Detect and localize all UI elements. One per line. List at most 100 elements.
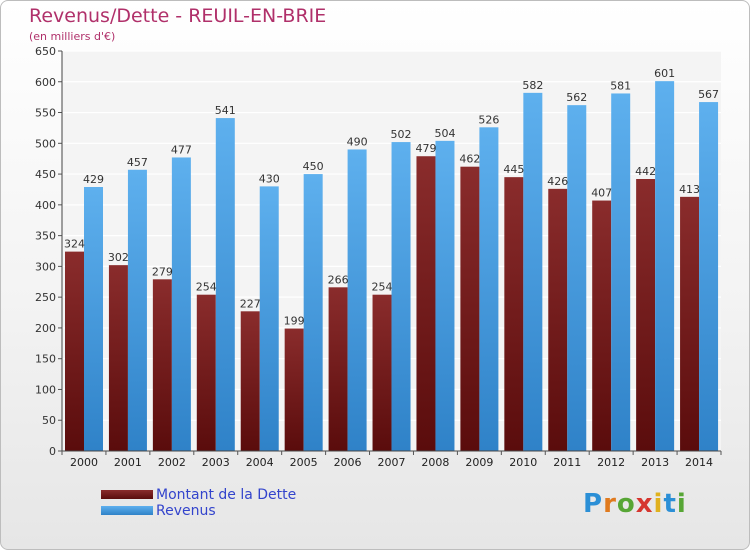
y-tick-label: 600 bbox=[35, 76, 56, 89]
chart-subtitle: (en milliers d'€) bbox=[29, 30, 116, 43]
data-label-revenus: 541 bbox=[215, 104, 236, 117]
bar-dette bbox=[592, 200, 612, 451]
y-tick-label: 350 bbox=[35, 230, 56, 243]
data-label-dette: 254 bbox=[372, 281, 393, 294]
y-tick-label: 550 bbox=[35, 107, 56, 120]
axes: 0 50 100 150 200 250 300 350 400 450 500 550 600 650 2… bbox=[35, 45, 722, 469]
y-tick-label: 250 bbox=[35, 291, 56, 304]
data-label-dette: 479 bbox=[415, 142, 436, 155]
y-tick-label: 500 bbox=[35, 137, 56, 150]
bar-dette bbox=[548, 188, 568, 451]
bar-revenus bbox=[171, 157, 191, 451]
y-tick-label: 400 bbox=[35, 199, 56, 212]
bar-dette bbox=[504, 177, 524, 451]
data-label-revenus: 502 bbox=[391, 128, 412, 141]
data-label-revenus: 567 bbox=[698, 88, 719, 101]
data-label-dette: 445 bbox=[503, 163, 524, 176]
y-tick-label: 0 bbox=[49, 445, 56, 458]
bar-dette bbox=[65, 251, 84, 451]
x-tick-label: 2013 bbox=[641, 456, 669, 469]
data-label-dette: 413 bbox=[679, 183, 700, 196]
bar-dette bbox=[152, 279, 172, 451]
data-label-dette: 227 bbox=[240, 297, 261, 310]
bar-revenus bbox=[435, 140, 455, 451]
y-tick-label: 300 bbox=[35, 260, 56, 273]
bar-dette bbox=[680, 196, 700, 451]
legend-label-dette: Montant de la Dette bbox=[156, 487, 297, 503]
data-label-revenus: 457 bbox=[127, 156, 148, 169]
x-tick-label: 2000 bbox=[70, 456, 98, 469]
data-label-revenus: 504 bbox=[434, 127, 455, 140]
y-tick-label: 650 bbox=[35, 45, 56, 58]
bar-revenus bbox=[347, 149, 367, 451]
data-label-dette: 442 bbox=[635, 165, 656, 178]
x-tick-label: 2005 bbox=[290, 456, 318, 469]
data-label-dette: 254 bbox=[196, 281, 217, 294]
x-tick-label: 2008 bbox=[421, 456, 449, 469]
bar-revenus bbox=[523, 92, 543, 451]
data-label-revenus: 430 bbox=[259, 172, 280, 185]
y-tick-label: 200 bbox=[35, 322, 56, 335]
bar-dette bbox=[240, 311, 260, 451]
data-label-dette: 279 bbox=[152, 265, 173, 278]
x-tick-label: 2007 bbox=[378, 456, 406, 469]
bar-dette bbox=[196, 294, 216, 451]
data-label-dette: 199 bbox=[284, 315, 305, 328]
x-tick-label: 2010 bbox=[509, 456, 537, 469]
y-tick-label: 50 bbox=[42, 414, 56, 427]
data-label-revenus: 490 bbox=[347, 135, 368, 148]
bar-dette bbox=[460, 166, 480, 451]
x-tick-label: 2001 bbox=[114, 456, 142, 469]
data-labels: 324 429 302 457 279 477 254 541 227 430 199 450 266 4… bbox=[64, 67, 719, 327]
data-label-dette: 407 bbox=[591, 187, 612, 200]
y-tick-label: 100 bbox=[35, 383, 56, 396]
x-tick-label: 2002 bbox=[158, 456, 186, 469]
x-tick-label: 2014 bbox=[685, 456, 713, 469]
chart-title: Revenus/Dette - REUIL-EN-BRIE bbox=[29, 5, 327, 27]
data-label-revenus: 582 bbox=[522, 79, 543, 92]
data-label-revenus: 450 bbox=[303, 160, 324, 173]
bar-revenus bbox=[699, 102, 719, 452]
legend-swatch-dette bbox=[101, 490, 153, 499]
bar-revenus bbox=[303, 174, 323, 452]
data-label-revenus: 477 bbox=[171, 143, 192, 156]
proxiti-logo: Proxiti bbox=[583, 489, 687, 519]
bar-revenus bbox=[84, 187, 103, 451]
x-tick-label: 2009 bbox=[465, 456, 493, 469]
bar-revenus bbox=[215, 118, 235, 452]
bar-dette bbox=[284, 328, 304, 451]
x-tick-label: 2004 bbox=[246, 456, 274, 469]
data-label-revenus: 562 bbox=[566, 91, 587, 104]
bar-revenus bbox=[127, 169, 147, 451]
data-label-revenus: 581 bbox=[610, 79, 631, 92]
bar-dette bbox=[372, 294, 392, 451]
data-label-revenus: 526 bbox=[478, 113, 499, 126]
bar-revenus bbox=[611, 93, 631, 451]
x-tick-label: 2003 bbox=[202, 456, 230, 469]
data-label-dette: 324 bbox=[64, 238, 85, 251]
y-tick-label: 450 bbox=[35, 168, 56, 181]
data-label-revenus: 601 bbox=[654, 67, 675, 80]
bar-revenus bbox=[479, 127, 499, 452]
bar-dette bbox=[416, 156, 436, 451]
bar-dette bbox=[108, 265, 128, 451]
x-tick-label: 2012 bbox=[597, 456, 625, 469]
bar-revenus bbox=[655, 81, 675, 452]
bar-dette bbox=[328, 287, 348, 451]
bar-revenus bbox=[259, 186, 279, 451]
legend-swatch-revenus bbox=[101, 506, 153, 515]
bar-revenus bbox=[567, 105, 587, 452]
data-label-dette: 462 bbox=[459, 153, 480, 166]
bar-dette bbox=[636, 179, 656, 451]
bar-revenus bbox=[391, 142, 411, 452]
data-label-revenus: 429 bbox=[83, 173, 104, 186]
bars bbox=[65, 81, 719, 452]
y-tick-label: 150 bbox=[35, 353, 56, 366]
data-label-dette: 302 bbox=[108, 251, 129, 264]
data-label-dette: 426 bbox=[547, 175, 568, 188]
x-tick-label: 2006 bbox=[334, 456, 362, 469]
data-label-dette: 266 bbox=[328, 273, 349, 286]
legend-label-revenus: Revenus bbox=[156, 503, 216, 519]
